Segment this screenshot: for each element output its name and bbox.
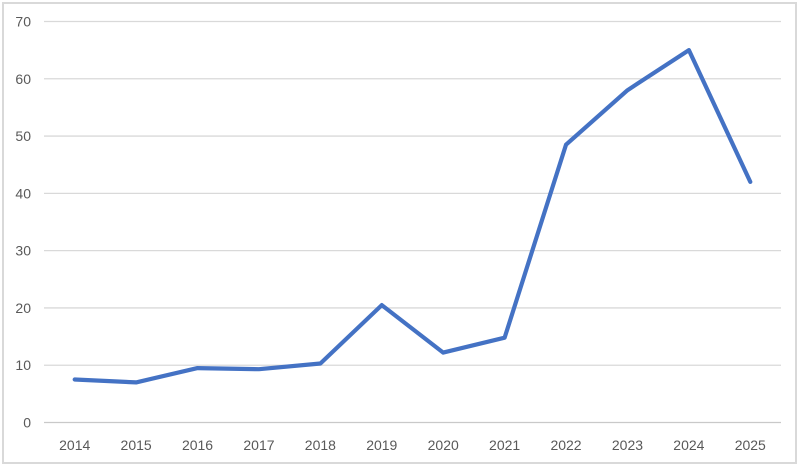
y-axis-label: 50	[15, 128, 31, 144]
x-axis-label: 2014	[59, 437, 90, 453]
x-axis-label: 2016	[182, 437, 213, 453]
y-axis-label: 0	[23, 415, 31, 431]
y-axis-label: 30	[15, 243, 31, 259]
x-axis-label: 2022	[550, 437, 581, 453]
x-axis-label: 2017	[243, 437, 274, 453]
y-axis-label: 40	[15, 185, 31, 201]
x-axis-label: 2025	[735, 437, 766, 453]
x-axis-label: 2024	[673, 437, 704, 453]
y-axis-label: 60	[15, 71, 31, 87]
x-axis-label: 2020	[428, 437, 459, 453]
x-axis-label: 2015	[121, 437, 152, 453]
x-axis-label: 2018	[305, 437, 336, 453]
x-axis-label: 2019	[366, 437, 397, 453]
y-axis-label: 70	[15, 14, 31, 30]
x-axis-label: 2023	[612, 437, 643, 453]
x-axis-label: 2021	[489, 437, 520, 453]
y-axis-label: 20	[15, 300, 31, 316]
data-series-line	[72, 47, 753, 385]
y-axis-label: 10	[15, 357, 31, 373]
